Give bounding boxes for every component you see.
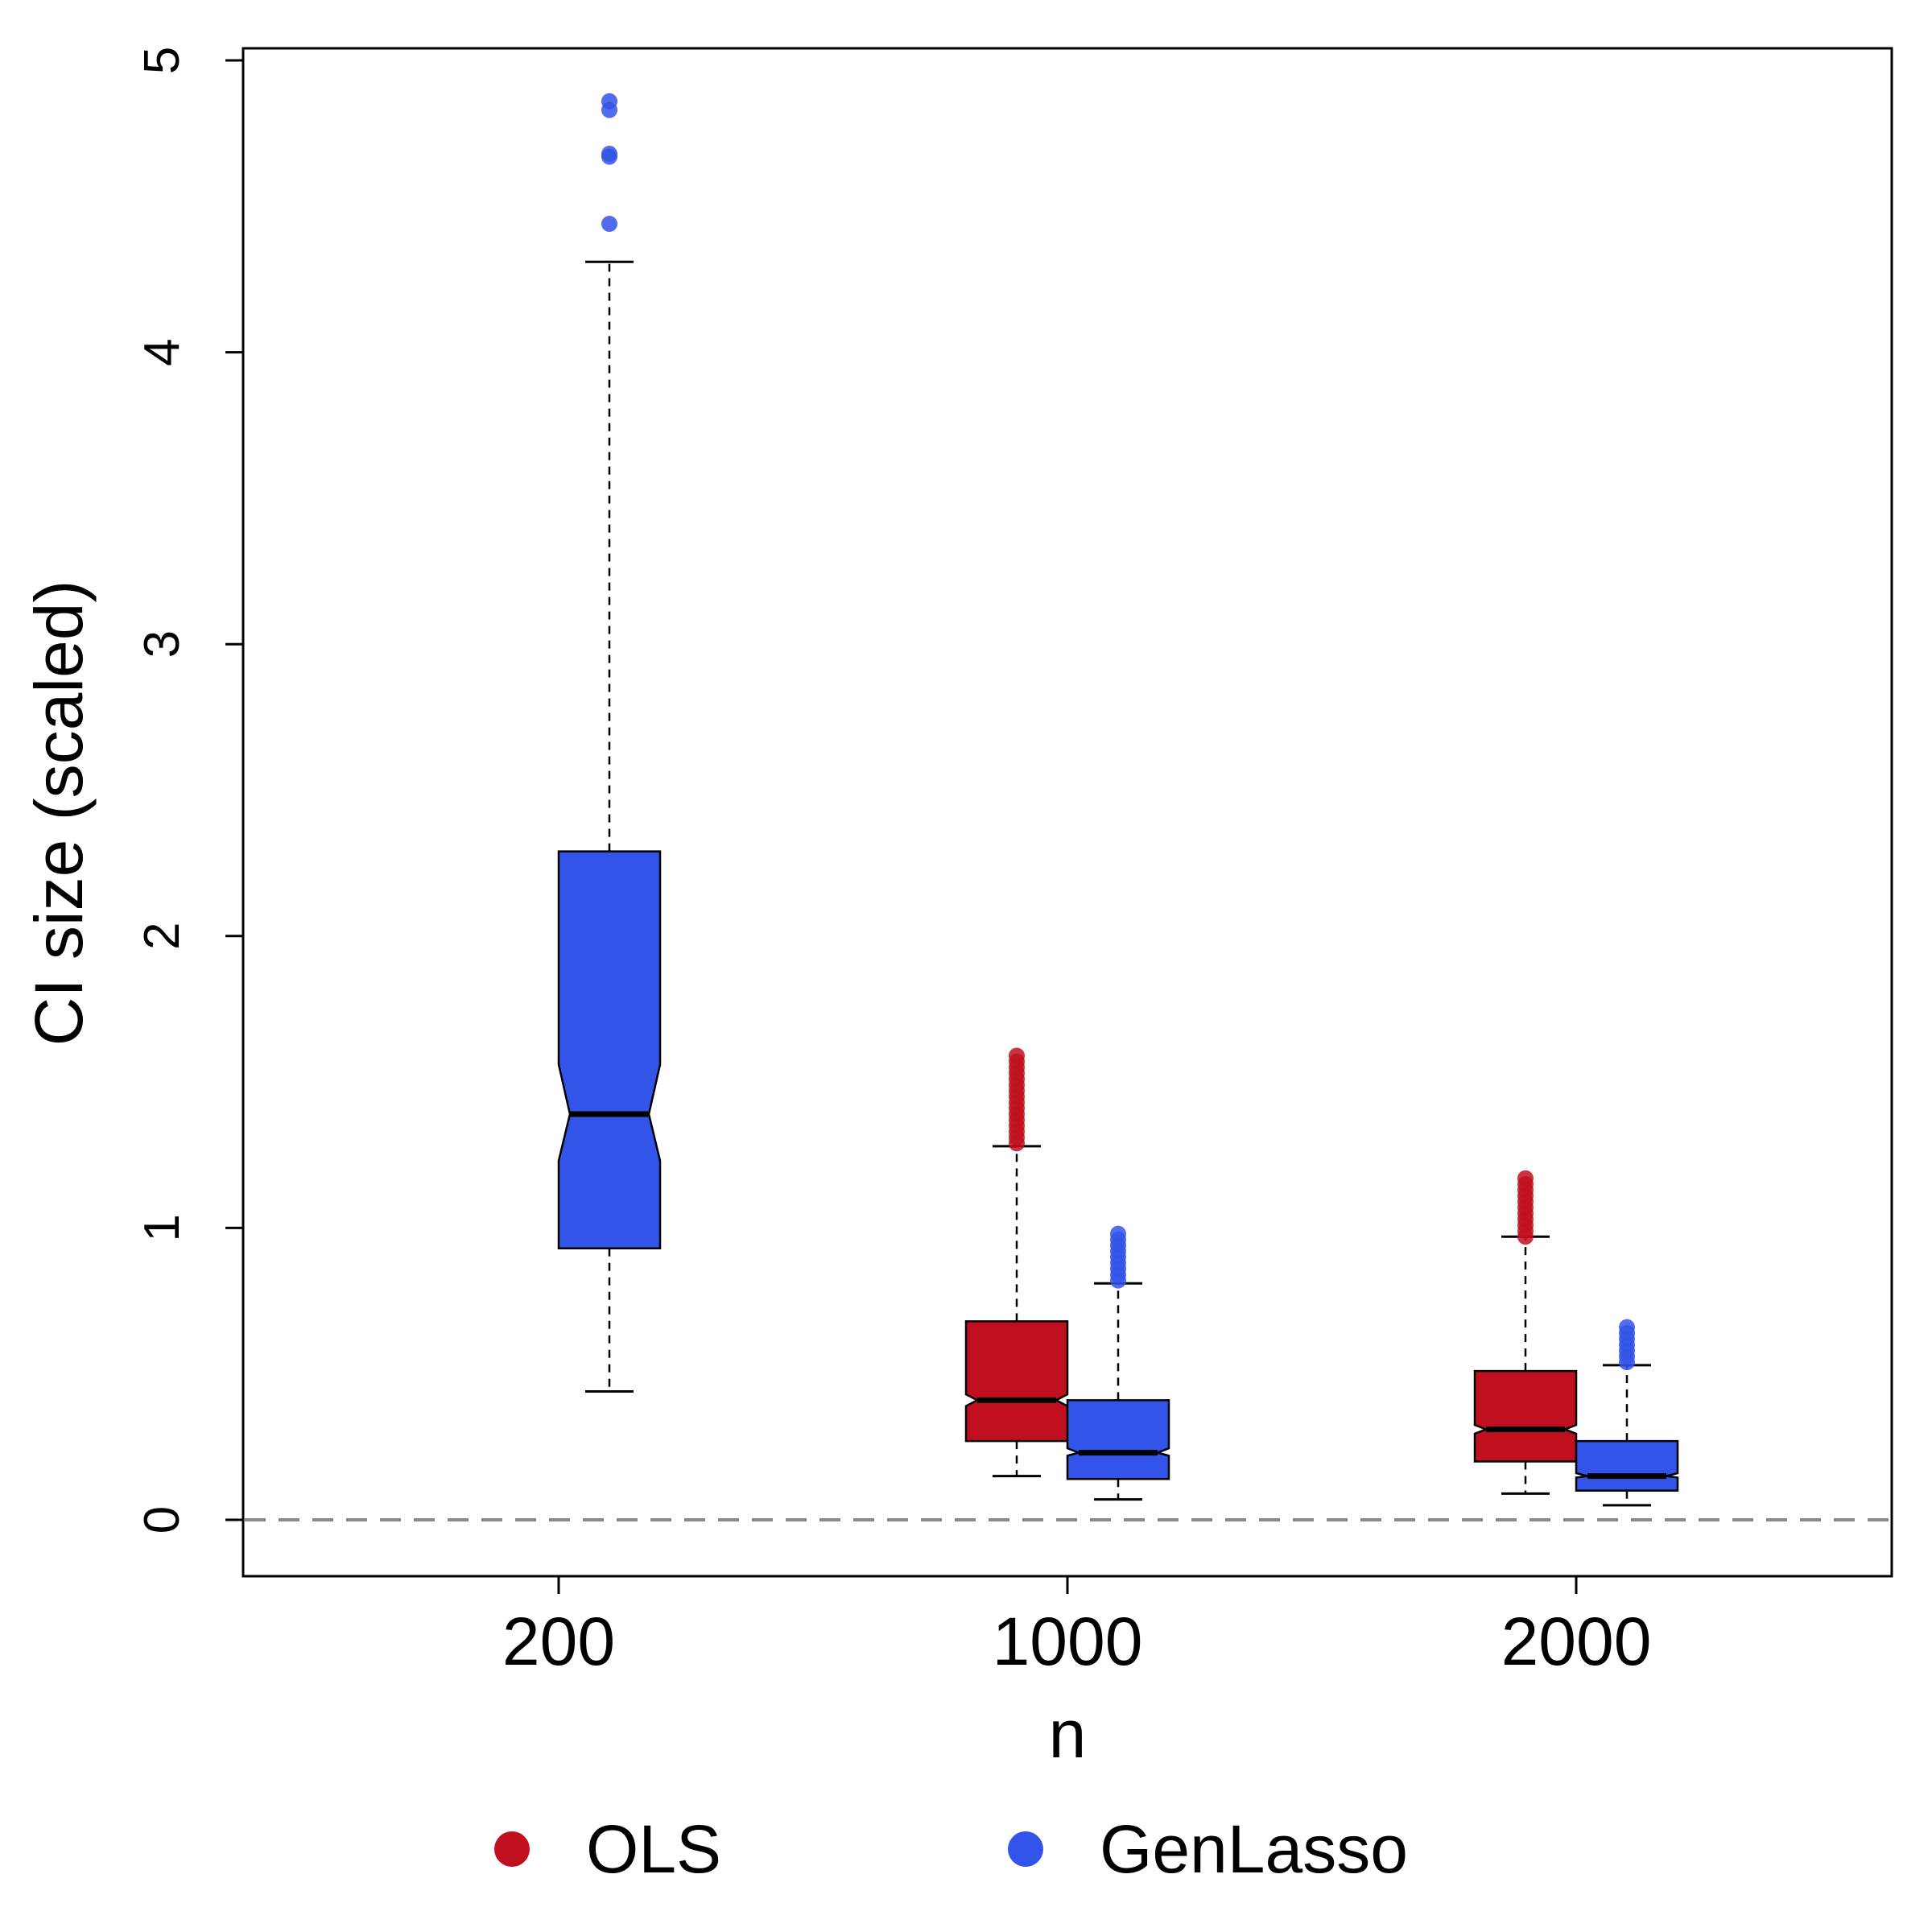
x-tick-label: 1000 xyxy=(993,1604,1143,1679)
legend-label: OLS xyxy=(586,1811,721,1887)
outlier-point xyxy=(1110,1225,1126,1242)
outlier-point xyxy=(601,146,617,163)
notched-box xyxy=(1066,1399,1170,1480)
legend-marker xyxy=(494,1831,530,1867)
outlier-point xyxy=(1009,1047,1025,1064)
legend: OLS GenLasso xyxy=(494,1811,1408,1887)
y-tick-label: 3 xyxy=(134,630,190,658)
notched-box xyxy=(1575,1439,1679,1492)
y-tick-label: 4 xyxy=(134,338,190,365)
plot-content xyxy=(245,93,1890,1521)
x-axis: 200 1000 2000 xyxy=(502,1576,1652,1679)
outlier-point xyxy=(601,93,617,109)
outlier-point xyxy=(601,216,617,233)
notched-box xyxy=(557,850,662,1250)
outlier-point xyxy=(1619,1319,1635,1335)
box-genlasso-200 xyxy=(557,93,662,1393)
x-tick-label: 200 xyxy=(502,1604,615,1679)
y-axis: 0 1 2 3 4 5 xyxy=(134,47,243,1534)
y-tick-label: 0 xyxy=(134,1506,190,1534)
box-genlasso-1000 xyxy=(1066,1225,1170,1501)
notched-box xyxy=(1473,1369,1578,1463)
legend-marker xyxy=(1008,1831,1043,1867)
box-ols-2000 xyxy=(1473,1170,1578,1495)
outlier-point xyxy=(1517,1170,1534,1187)
box-ols-1000 xyxy=(964,1047,1069,1478)
box-genlasso-2000 xyxy=(1575,1319,1679,1507)
y-tick-label: 5 xyxy=(134,47,190,74)
x-axis-label: n xyxy=(1049,1696,1087,1772)
x-tick-label: 2000 xyxy=(1501,1604,1652,1679)
legend-item-ols: OLS xyxy=(494,1811,721,1887)
y-axis-label: CI size (scaled) xyxy=(21,580,97,1046)
legend-label: GenLasso xyxy=(1100,1811,1408,1887)
y-tick-label: 1 xyxy=(134,1214,190,1241)
legend-item-genlasso: GenLasso xyxy=(1008,1811,1408,1887)
notched-box xyxy=(964,1320,1069,1443)
y-tick-label: 2 xyxy=(134,923,190,950)
